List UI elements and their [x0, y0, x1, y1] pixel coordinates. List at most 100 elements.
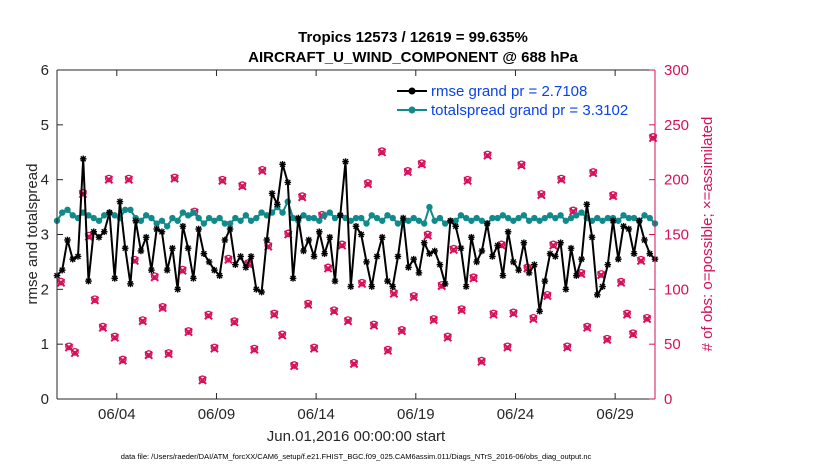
totalspread-point: [389, 214, 396, 222]
totalspread-point: [520, 212, 528, 219]
obs-possible-point: [344, 316, 352, 324]
totalspread-point: [630, 214, 638, 222]
totalspread-point: [541, 214, 549, 222]
rmse-point-stroke: [583, 201, 590, 208]
totalspread-point: [420, 220, 428, 227]
totalspread-point: [321, 212, 328, 219]
obs-possible-point: [298, 192, 307, 200]
obs-assimilated-point: [250, 345, 259, 354]
obs-possible-point: [443, 332, 452, 341]
totalspread-point: [158, 217, 166, 224]
obs-possible-point: [150, 272, 159, 281]
obs-assimilated-point: [417, 160, 427, 169]
rmse-point-stroke: [85, 278, 92, 285]
totalspread-point: [137, 217, 145, 224]
rmse-point-stroke: [526, 269, 533, 276]
rmse-point: [468, 233, 475, 241]
rmse-point: [641, 236, 648, 244]
rmse-point-stroke: [505, 228, 512, 235]
obs-possible-point: [170, 173, 179, 182]
totalspread-point: [594, 214, 601, 222]
rmse-point: [85, 277, 92, 285]
rmse-point-stroke: [111, 275, 118, 282]
y-left-tick-label: 5: [41, 117, 49, 134]
totalspread-point: [127, 206, 134, 214]
obs-assimilated-point: [118, 356, 128, 365]
obs-assimilated-dot: [120, 358, 125, 363]
obs-assimilated-point: [429, 315, 439, 325]
obs-possible-point: [597, 270, 606, 278]
rmse-point-stroke: [95, 234, 102, 241]
footer-data-file: data file: /Users/raeder/DAI/ATM_forcXX/…: [121, 452, 592, 461]
obs-assimilated-dot: [431, 318, 436, 323]
rmse-point-stroke: [620, 223, 627, 230]
totalspread-point: [567, 214, 575, 222]
obs-possible-point: [623, 309, 631, 318]
rmse-point-stroke: [415, 269, 422, 276]
y-right-tick-label: 0: [664, 391, 672, 408]
obs-possible-point: [218, 175, 227, 184]
rmse-point: [127, 280, 134, 288]
rmse-point-stroke: [421, 239, 428, 246]
obs-assimilated-point: [557, 175, 566, 184]
obs-assimilated-dot: [206, 313, 211, 318]
obs-possible-point: [57, 277, 65, 286]
obs-assimilated-point: [138, 316, 148, 326]
rmse-point: [74, 253, 82, 260]
rmse-point: [200, 250, 208, 257]
totalspread-point: [289, 214, 297, 222]
rmse-point: [106, 209, 113, 216]
rmse-point-stroke: [106, 209, 113, 216]
obs-assimilated-dot: [645, 316, 650, 321]
rmse-point: [494, 242, 501, 249]
obs-assimilated-dot: [619, 280, 624, 285]
rmse-point-stroke: [127, 280, 134, 287]
obs-assimilated-point: [636, 256, 646, 266]
totalspread-point: [59, 209, 66, 216]
y-left-tick-label: 6: [41, 62, 49, 79]
totalspread-point: [148, 214, 155, 222]
obs-assimilated-dot: [106, 177, 111, 182]
rmse-point-stroke: [552, 253, 559, 260]
totalspread-point: [436, 214, 444, 222]
totalspread-point: [142, 212, 150, 219]
rmse-point: [179, 222, 187, 230]
obs-assimilated-point: [124, 175, 134, 184]
rmse-point: [221, 236, 229, 244]
rmse-point-stroke: [589, 234, 596, 241]
legend: rmse grand pr = 2.7108 totalspread grand…: [397, 83, 628, 119]
obs-assimilated-point: [210, 344, 219, 353]
x-tick-label: 06/04: [98, 406, 136, 423]
y-right-tick-label: 100: [664, 281, 689, 298]
totalspread-point: [163, 223, 171, 230]
obs-assimilated-point: [616, 278, 626, 288]
obs-possible-point: [390, 288, 398, 297]
obs-possible-point: [549, 240, 558, 249]
obs-assimilated-dot: [545, 293, 550, 298]
obs-possible-point: [290, 361, 299, 369]
obs-possible-point: [649, 133, 657, 141]
rmse-point: [620, 222, 627, 230]
rmse-point: [169, 244, 176, 252]
totalspread-point: [232, 214, 239, 222]
y-left-tick-label: 2: [41, 281, 49, 298]
rmse-point: [635, 217, 643, 225]
legend-spread-marker: [408, 106, 416, 114]
totalspread-point: [226, 220, 234, 227]
rmse-point-stroke: [206, 258, 213, 265]
obs-assimilated-dot: [252, 347, 257, 352]
y-axis-left-label: rmse and totalspread: [24, 164, 41, 305]
rmse-point-stroke: [300, 247, 307, 254]
y-axis-right-label: # of obs: o=possible; ×=assimilated: [699, 117, 716, 352]
rmse-point: [531, 261, 538, 268]
totalspread-point: [305, 214, 312, 222]
obs-assimilated-dot: [232, 320, 237, 325]
obs-assimilated-point: [110, 333, 120, 342]
obs-assimilated-dot: [280, 333, 285, 338]
rmse-point: [321, 250, 328, 257]
rmse-point: [342, 158, 349, 165]
obs-assimilated-point: [383, 346, 393, 356]
obs-assimilated-point: [144, 350, 154, 360]
totalspread-point: [153, 220, 160, 227]
